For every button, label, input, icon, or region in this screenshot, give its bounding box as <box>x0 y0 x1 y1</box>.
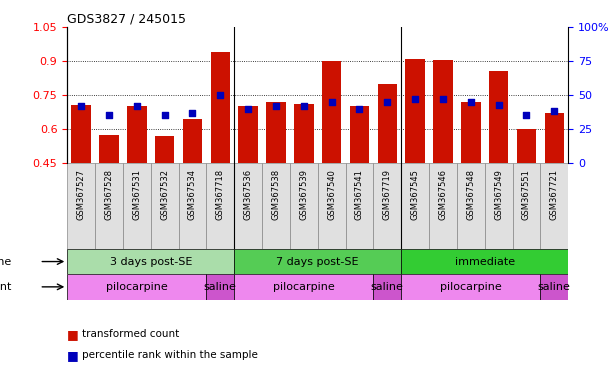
Bar <box>67 249 234 274</box>
Bar <box>99 135 119 163</box>
Bar <box>322 61 342 163</box>
Point <box>271 103 281 109</box>
Text: agent: agent <box>0 282 12 292</box>
Text: GSM367536: GSM367536 <box>244 169 252 220</box>
Point <box>76 103 86 109</box>
Text: percentile rank within the sample: percentile rank within the sample <box>82 350 258 360</box>
Point <box>438 96 448 102</box>
Text: GSM367528: GSM367528 <box>104 169 114 220</box>
Text: GSM367532: GSM367532 <box>160 169 169 220</box>
Bar <box>95 163 123 249</box>
Bar <box>207 274 234 300</box>
Text: GSM367539: GSM367539 <box>299 169 309 220</box>
Bar <box>266 102 286 163</box>
Bar <box>294 104 313 163</box>
Point <box>299 103 309 109</box>
Bar <box>401 163 429 249</box>
Bar <box>513 163 540 249</box>
Bar <box>290 163 318 249</box>
Text: GSM367721: GSM367721 <box>550 169 559 220</box>
Point <box>243 106 253 112</box>
Text: ■: ■ <box>67 328 79 341</box>
Bar <box>151 163 178 249</box>
Point <box>159 113 169 119</box>
Bar <box>406 59 425 163</box>
Text: pilocarpine: pilocarpine <box>440 282 502 292</box>
Bar <box>155 136 174 163</box>
Bar <box>234 274 373 300</box>
Point <box>132 103 142 109</box>
Point <box>549 108 559 114</box>
Text: GSM367545: GSM367545 <box>411 169 420 220</box>
Bar <box>517 129 536 163</box>
Bar <box>401 249 568 274</box>
Bar <box>211 52 230 163</box>
Text: GSM367531: GSM367531 <box>133 169 141 220</box>
Bar <box>433 60 453 163</box>
Point <box>188 110 197 116</box>
Bar <box>127 106 147 163</box>
Bar <box>346 163 373 249</box>
Text: GSM367719: GSM367719 <box>383 169 392 220</box>
Bar <box>207 163 234 249</box>
Text: GSM367546: GSM367546 <box>439 169 447 220</box>
Bar <box>234 249 401 274</box>
Text: saline: saline <box>371 282 404 292</box>
Bar <box>485 163 513 249</box>
Point <box>466 99 476 105</box>
Bar <box>123 163 151 249</box>
Point <box>522 113 532 119</box>
Bar <box>234 163 262 249</box>
Bar <box>238 106 258 163</box>
Bar <box>67 163 95 249</box>
Text: pilocarpine: pilocarpine <box>273 282 335 292</box>
Text: saline: saline <box>538 282 571 292</box>
Bar <box>183 119 202 163</box>
Point <box>104 113 114 119</box>
Text: 7 days post-SE: 7 days post-SE <box>276 257 359 266</box>
Text: time: time <box>0 257 12 266</box>
Bar <box>178 163 207 249</box>
Point <box>382 99 392 105</box>
Text: GSM367718: GSM367718 <box>216 169 225 220</box>
Bar <box>401 274 540 300</box>
Bar <box>457 163 485 249</box>
Text: GSM367540: GSM367540 <box>327 169 336 220</box>
Bar <box>373 274 401 300</box>
Bar <box>544 113 564 163</box>
Point <box>410 96 420 102</box>
Bar <box>429 163 457 249</box>
Bar <box>378 84 397 163</box>
Text: GSM367548: GSM367548 <box>466 169 475 220</box>
Bar <box>262 163 290 249</box>
Text: GSM367527: GSM367527 <box>76 169 86 220</box>
Text: GDS3827 / 245015: GDS3827 / 245015 <box>67 13 186 26</box>
Bar <box>373 163 401 249</box>
Point <box>494 101 503 108</box>
Text: pilocarpine: pilocarpine <box>106 282 167 292</box>
Point <box>354 106 364 112</box>
Text: GSM367551: GSM367551 <box>522 169 531 220</box>
Bar <box>489 71 508 163</box>
Bar <box>318 163 346 249</box>
Bar <box>67 274 207 300</box>
Text: immediate: immediate <box>455 257 515 266</box>
Text: GSM367534: GSM367534 <box>188 169 197 220</box>
Point <box>216 92 225 98</box>
Text: saline: saline <box>204 282 236 292</box>
Text: ■: ■ <box>67 349 79 362</box>
Text: GSM367538: GSM367538 <box>271 169 280 220</box>
Bar <box>71 105 91 163</box>
Bar <box>349 106 369 163</box>
Bar <box>461 102 480 163</box>
Text: transformed count: transformed count <box>82 329 180 339</box>
Text: GSM367549: GSM367549 <box>494 169 503 220</box>
Text: 3 days post-SE: 3 days post-SE <box>109 257 192 266</box>
Text: GSM367541: GSM367541 <box>355 169 364 220</box>
Bar <box>540 163 568 249</box>
Point <box>327 99 337 105</box>
Bar <box>540 274 568 300</box>
